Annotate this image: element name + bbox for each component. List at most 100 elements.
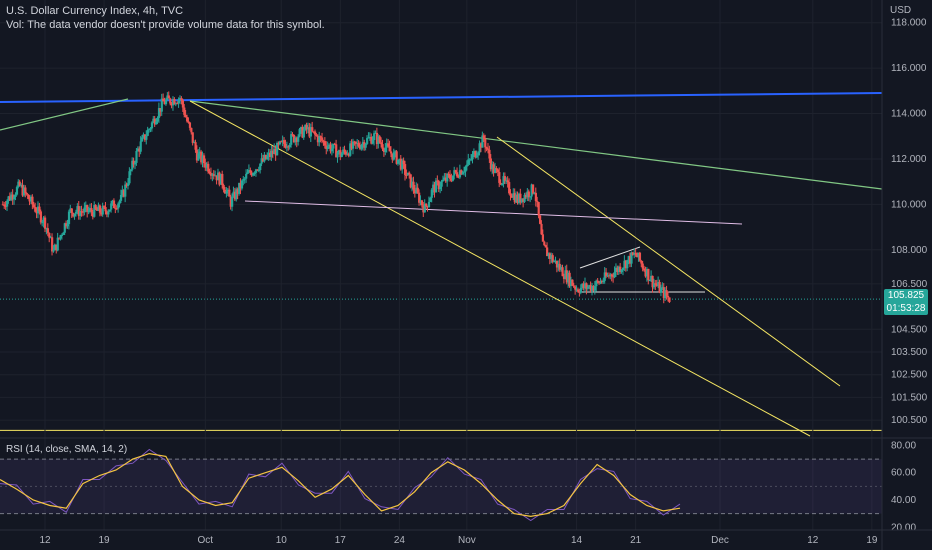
- candle-body: [63, 223, 66, 233]
- candle-body: [297, 136, 300, 142]
- candle-body: [408, 172, 411, 175]
- candle-body: [235, 189, 238, 200]
- candle-body: [650, 275, 653, 281]
- candle-body: [6, 200, 9, 207]
- candle-body: [475, 155, 478, 158]
- time-tick: Nov: [458, 535, 476, 546]
- candle-body: [11, 194, 14, 200]
- candle-body: [70, 208, 73, 213]
- candle-body: [59, 235, 62, 239]
- candle-body: [326, 146, 329, 150]
- candle-body: [571, 279, 574, 286]
- rsi-tick: 20.00: [891, 522, 916, 533]
- candle-body: [119, 195, 123, 201]
- candle-body: [658, 282, 661, 293]
- candle-body: [246, 172, 249, 175]
- candle-body: [72, 212, 75, 217]
- candle-body: [122, 190, 125, 197]
- candle-body: [395, 151, 398, 164]
- candle-body: [319, 136, 322, 138]
- candle-body: [134, 162, 137, 165]
- candle-body: [228, 189, 231, 197]
- candle-body: [229, 196, 232, 207]
- candle-body: [659, 287, 663, 293]
- volume-note: Vol: The data vendor doesn't provide vol…: [6, 19, 325, 31]
- candle-body: [519, 193, 522, 203]
- candle-body: [239, 182, 242, 189]
- candle-body: [522, 198, 525, 202]
- candle-body: [162, 98, 165, 102]
- candle-body: [7, 196, 10, 201]
- candle-body: [484, 138, 487, 148]
- chart-title: U.S. Dollar Currency Index, 4h, TVC: [6, 5, 184, 17]
- candle-body: [153, 118, 156, 125]
- candle-body: [276, 142, 279, 156]
- candle-body: [446, 173, 449, 182]
- candle-body: [630, 252, 633, 264]
- candle-body: [212, 174, 215, 176]
- candle-body: [533, 192, 536, 194]
- candle-body: [584, 283, 587, 289]
- candle-body: [24, 187, 27, 193]
- candle-body: [531, 184, 535, 194]
- candle-body: [171, 99, 175, 106]
- candle-body: [368, 136, 372, 138]
- candle-body: [423, 203, 426, 213]
- candle-body: [214, 175, 217, 177]
- candle-body: [142, 134, 145, 138]
- candle-body: [623, 260, 626, 268]
- candle-body: [3, 204, 6, 207]
- candle-body: [340, 153, 343, 158]
- candle-body: [283, 140, 286, 144]
- candle-body: [115, 208, 118, 210]
- candle-body: [91, 211, 95, 217]
- candle-body: [569, 279, 573, 287]
- time-tick: 14: [571, 535, 583, 546]
- candle-body: [489, 158, 492, 170]
- candle-body: [328, 144, 331, 147]
- candle-body: [398, 158, 401, 160]
- candle-body: [481, 135, 484, 148]
- candle-body: [129, 169, 132, 172]
- candle-body: [277, 142, 280, 145]
- candle-body: [540, 223, 543, 235]
- candle-body: [245, 174, 248, 179]
- candle-body: [28, 198, 31, 202]
- green-descending-line: [189, 100, 883, 190]
- rsi-legend[interactable]: RSI (14, close, SMA, 14, 2): [6, 444, 128, 455]
- candle-body: [8, 196, 12, 201]
- candle-body: [159, 108, 162, 112]
- candle-body: [257, 170, 260, 172]
- candle-body: [208, 171, 211, 174]
- candle-body: [666, 295, 670, 298]
- candle-body: [554, 260, 557, 262]
- candle-body: [346, 153, 349, 155]
- candle-body: [515, 194, 518, 203]
- candle-body: [356, 143, 359, 145]
- candle-body: [460, 170, 463, 175]
- candle-body: [108, 209, 111, 212]
- candle-body: [103, 206, 106, 208]
- candle-body: [315, 134, 318, 136]
- candle-body: [136, 148, 140, 152]
- candle-body: [664, 290, 667, 299]
- candle-body: [627, 256, 630, 261]
- candle-body: [242, 179, 245, 181]
- candle-body: [74, 211, 78, 214]
- candle-body: [73, 213, 76, 217]
- candle-body: [537, 202, 540, 216]
- candle-body: [215, 175, 218, 181]
- candle-body: [34, 207, 37, 212]
- candle-body: [633, 253, 636, 255]
- candle-body: [89, 208, 92, 211]
- candle-body: [126, 183, 130, 186]
- candle-body: [458, 170, 462, 178]
- candle-body: [25, 192, 28, 195]
- candle-body: [31, 196, 34, 205]
- candle-body: [513, 193, 516, 203]
- time-tick: 24: [394, 535, 406, 546]
- candle-body: [655, 284, 658, 286]
- candle-body: [17, 181, 20, 188]
- candle-body: [77, 206, 80, 216]
